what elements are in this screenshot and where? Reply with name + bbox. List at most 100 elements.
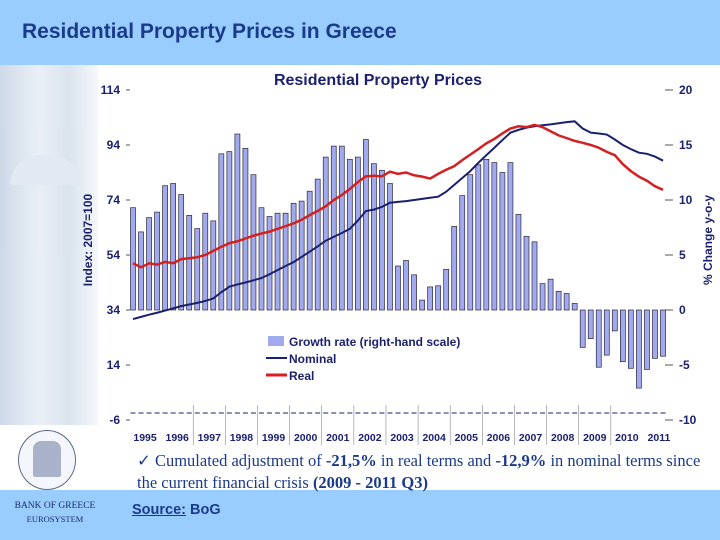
bullet-text: in real terms and [376, 451, 496, 470]
growth-bar [603, 309, 610, 356]
growth-bar [138, 231, 144, 311]
growth-bar [483, 158, 490, 311]
bank-of-greece-seal-logo [18, 430, 76, 490]
growth-bar [579, 309, 586, 348]
growth-bar [242, 147, 249, 311]
x-tick-label: 2009 [583, 432, 607, 444]
growth-bar [636, 309, 642, 389]
growth-bar [443, 268, 450, 311]
growth-bar [387, 183, 393, 311]
y2-tick-label: 20 [679, 83, 693, 97]
growth-bar [186, 215, 193, 311]
growth-bar [290, 202, 297, 311]
y2-tick-label: 15 [679, 138, 693, 152]
growth-bar [282, 212, 289, 311]
growth-bar [459, 195, 466, 311]
legend: Growth rate (right-hand scale) Nominal R… [266, 335, 460, 383]
growth-bar [660, 309, 666, 357]
y-tick-label: 14 [107, 358, 121, 372]
growth-bar [515, 213, 522, 311]
growth-bar [258, 207, 265, 311]
bullet-period: (2009 - 2011 Q3) [312, 473, 428, 492]
y2-tick-label: 10 [679, 193, 693, 207]
bank-subtitle: EUROSYSTEM [26, 514, 84, 524]
source-value: BoG [186, 502, 221, 518]
growth-bar [555, 290, 562, 311]
y-tick-label: 34 [107, 303, 121, 317]
growth-bar [619, 309, 626, 363]
growth-bar [467, 174, 474, 311]
growth-bar [427, 286, 433, 311]
growth-bar [354, 156, 361, 311]
growth-bar [611, 309, 618, 332]
growth-bar [499, 172, 506, 311]
bullet-nominal-change: -12,9% [495, 451, 547, 470]
growth-bar [435, 285, 442, 311]
growth-bar [491, 162, 498, 311]
seal-figure [33, 441, 61, 477]
growth-bar [652, 309, 658, 359]
x-tick-label: 2003 [390, 432, 414, 444]
check-icon: ✓ [137, 451, 151, 470]
growth-bar [226, 151, 233, 311]
chart-title: Residential Property Prices [274, 72, 482, 89]
x-tick-label: 2004 [422, 432, 446, 444]
x-tick-label: 2001 [326, 432, 350, 444]
growth-bar [379, 169, 385, 311]
growth-bar [346, 158, 353, 311]
growth-bar [338, 145, 345, 311]
growth-bar [419, 299, 425, 311]
x-tick-label: 1996 [165, 432, 189, 444]
growth-bar [371, 163, 377, 311]
legend-label-growth: Growth rate (right-hand scale) [289, 335, 460, 349]
growth-bar [475, 164, 482, 311]
growth-bar [644, 309, 650, 370]
x-tick-label: 2011 [648, 432, 671, 444]
growth-bar [587, 309, 594, 339]
growth-bar [170, 183, 177, 311]
y-tick-label: 114 [101, 83, 121, 97]
growth-bar [507, 162, 514, 311]
growth-bar [523, 235, 530, 311]
growth-bar [130, 207, 136, 311]
growth-bar [563, 293, 570, 311]
growth-bar [274, 212, 281, 311]
nominal-line [132, 120, 664, 321]
source-note: Source: BoG [132, 502, 221, 518]
legend-swatch-growth [268, 336, 284, 346]
x-tick-label: 2002 [358, 432, 382, 444]
x-tick-label: 1995 [133, 432, 157, 444]
growth-bar [531, 241, 538, 311]
slide-title: Residential Property Prices in Greece [22, 20, 397, 43]
bank-name: BANK OF GREECE [14, 501, 96, 511]
x-tick-label: 2008 [551, 432, 575, 444]
growth-bar [202, 212, 209, 311]
growth-bar [250, 174, 257, 311]
growth-bar [628, 309, 634, 369]
growth-bar [451, 226, 458, 311]
growth-bar [266, 216, 273, 311]
y2-axis-label: % Change y-o-y [701, 195, 715, 285]
bullet-text: Cumulated adjustment of [154, 451, 326, 470]
growth-bar [218, 153, 225, 311]
x-tick-label: 1999 [262, 432, 286, 444]
y-tick-label: -6 [109, 413, 120, 427]
bullet-real-change: -21,5% [325, 451, 377, 470]
growth-bar [403, 260, 409, 311]
growth-bar [411, 274, 417, 311]
footer-band [0, 490, 720, 540]
x-tick-label: 1998 [230, 432, 254, 444]
x-tick-label: 2000 [294, 432, 318, 444]
x-tick-label: 2010 [615, 432, 639, 444]
y-tick-label: 74 [107, 193, 121, 207]
y-axis-label: Index: 2007=100 [81, 193, 95, 286]
bullet-text: in nominal terms since the current finan… [137, 451, 701, 492]
growth-bar [210, 220, 217, 311]
legend-label-real: Real [289, 369, 314, 383]
header-band [0, 0, 720, 65]
legend-label-nominal: Nominal [289, 352, 336, 366]
y-tick-label: 54 [107, 248, 121, 262]
y2-tick-label: 0 [679, 303, 686, 317]
growth-bar [322, 156, 329, 311]
